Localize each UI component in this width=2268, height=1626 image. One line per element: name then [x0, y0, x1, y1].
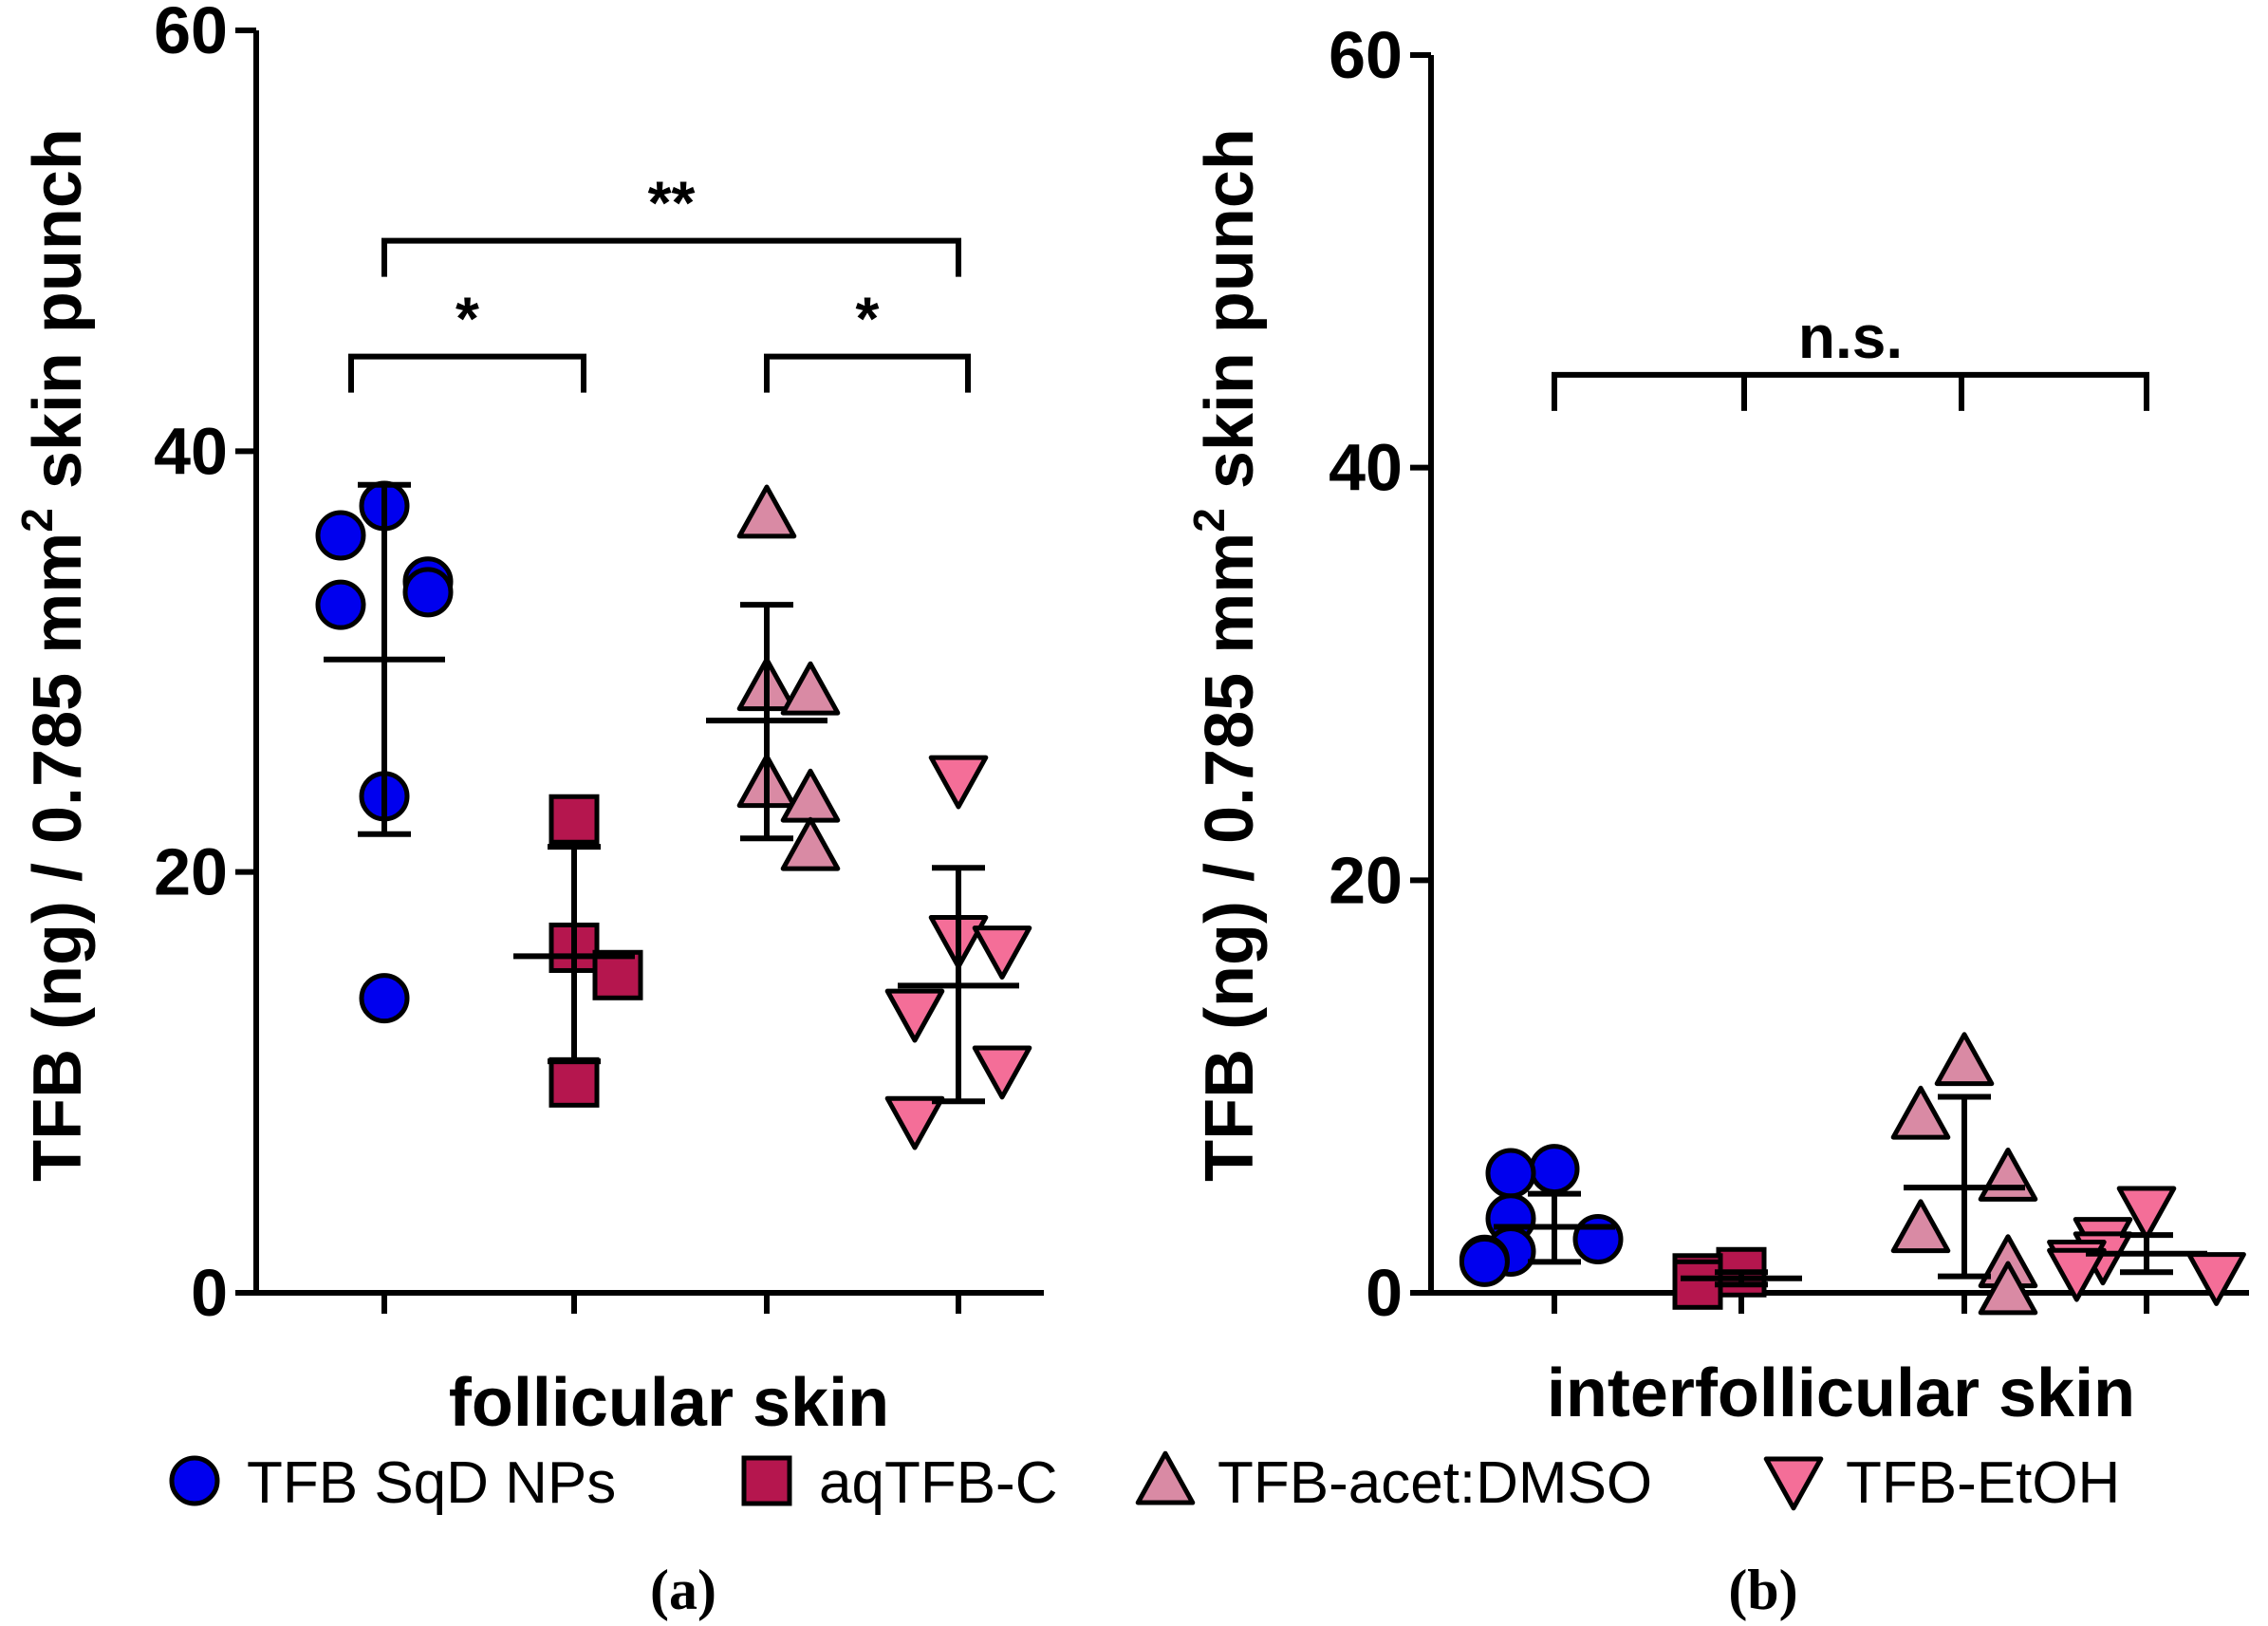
data-point — [315, 579, 366, 630]
panel-a-axes: 0 20 40 60 — [154, 0, 1044, 1330]
significance-label: * — [856, 285, 880, 353]
legend-label: aqTFB-C — [819, 1450, 1057, 1516]
data-point — [972, 1045, 1032, 1100]
y-tick-label: 40 — [154, 414, 228, 488]
data-point — [884, 1095, 945, 1150]
significance-bracket — [1552, 371, 2149, 411]
legend-label: TFB-acet:DMSO — [1218, 1450, 1652, 1516]
y-tick-label: 20 — [1329, 843, 1403, 917]
panel-b-axes: 0 20 40 60 — [1329, 18, 2249, 1330]
legend-marker — [1763, 1456, 1824, 1511]
panel-a-significance: * *** — [348, 169, 971, 393]
panel-b-y-axis-label: TFB (ng) / 0.785 mm2 skin punch — [1184, 128, 1268, 1182]
legend-item: aqTFB-C — [741, 1450, 1057, 1516]
legend-item: TFB SqD NPs — [169, 1450, 616, 1516]
significance-label: ** — [648, 169, 696, 237]
significance-bracket — [348, 353, 586, 393]
y-tick-label: 0 — [1366, 1256, 1403, 1330]
data-point — [1485, 1148, 1536, 1199]
data-point — [2047, 1247, 2107, 1302]
data-point — [315, 510, 366, 561]
data-point — [359, 973, 410, 1024]
data-point — [780, 661, 841, 716]
y-tick-label: 0 — [191, 1256, 228, 1330]
data-point — [1459, 1236, 1510, 1287]
data-point — [928, 755, 989, 810]
data-point — [1890, 1085, 1951, 1140]
data-point — [780, 816, 841, 871]
legend-marker — [169, 1455, 220, 1506]
significance-label: n.s. — [1798, 303, 1903, 371]
data-point — [736, 484, 797, 539]
panel-a-y-axis-label: TFB (ng) / 0.785 mm2 skin punch — [12, 128, 96, 1182]
data-point — [402, 567, 454, 618]
legend: TFB SqD NPs aqTFB-C TFB-acet:DMSO TFB-EtOH — [169, 1450, 2120, 1516]
legend-item: TFB-acet:DMSO — [1135, 1450, 1652, 1516]
data-point — [1672, 1259, 1723, 1310]
panel-b-errorbars — [1494, 1093, 2207, 1288]
data-point — [548, 794, 600, 845]
y-tick-label: 20 — [154, 835, 228, 909]
data-point — [548, 1056, 600, 1108]
significance-bracket — [764, 353, 971, 393]
data-point — [1529, 1144, 1580, 1195]
data-point — [2186, 1252, 2246, 1306]
data-point — [1934, 1032, 1995, 1087]
data-point — [1978, 1147, 2038, 1202]
panel-a-letter: (a) — [650, 1559, 716, 1621]
data-point — [972, 925, 1032, 980]
panel-a-points — [315, 480, 1032, 1150]
legend-marker — [1135, 1450, 1196, 1505]
panel-b-letter: (b) — [1728, 1559, 1797, 1621]
y-tick-label: 60 — [154, 0, 228, 67]
legend-label: TFB SqD NPs — [247, 1450, 616, 1516]
y-tick-label: 40 — [1329, 431, 1403, 505]
data-point — [592, 949, 643, 1000]
significance-label: * — [455, 285, 479, 353]
panel-b-x-axis-label: interfollicular skin — [1547, 1355, 2135, 1431]
data-point — [2116, 1186, 2177, 1241]
panel-a-x-axis-label: follicular skin — [449, 1365, 889, 1441]
legend-marker — [741, 1455, 792, 1506]
legend-label: TFB-EtOH — [1846, 1450, 2120, 1516]
data-point — [884, 988, 945, 1043]
data-point — [1890, 1199, 1951, 1254]
legend-item: TFB-EtOH — [1763, 1450, 2120, 1516]
significance-bracket — [381, 237, 961, 277]
panel-a-errorbars — [324, 481, 1019, 1105]
y-tick-label: 60 — [1329, 18, 1403, 92]
data-point — [1978, 1261, 2038, 1316]
panel-b-chart: 0 20 40 60 n.s. interfollicular skin TFB (n… — [1184, 18, 2249, 1621]
data-point — [1572, 1213, 1624, 1264]
panel-b-significance: n.s. — [1552, 303, 2149, 411]
